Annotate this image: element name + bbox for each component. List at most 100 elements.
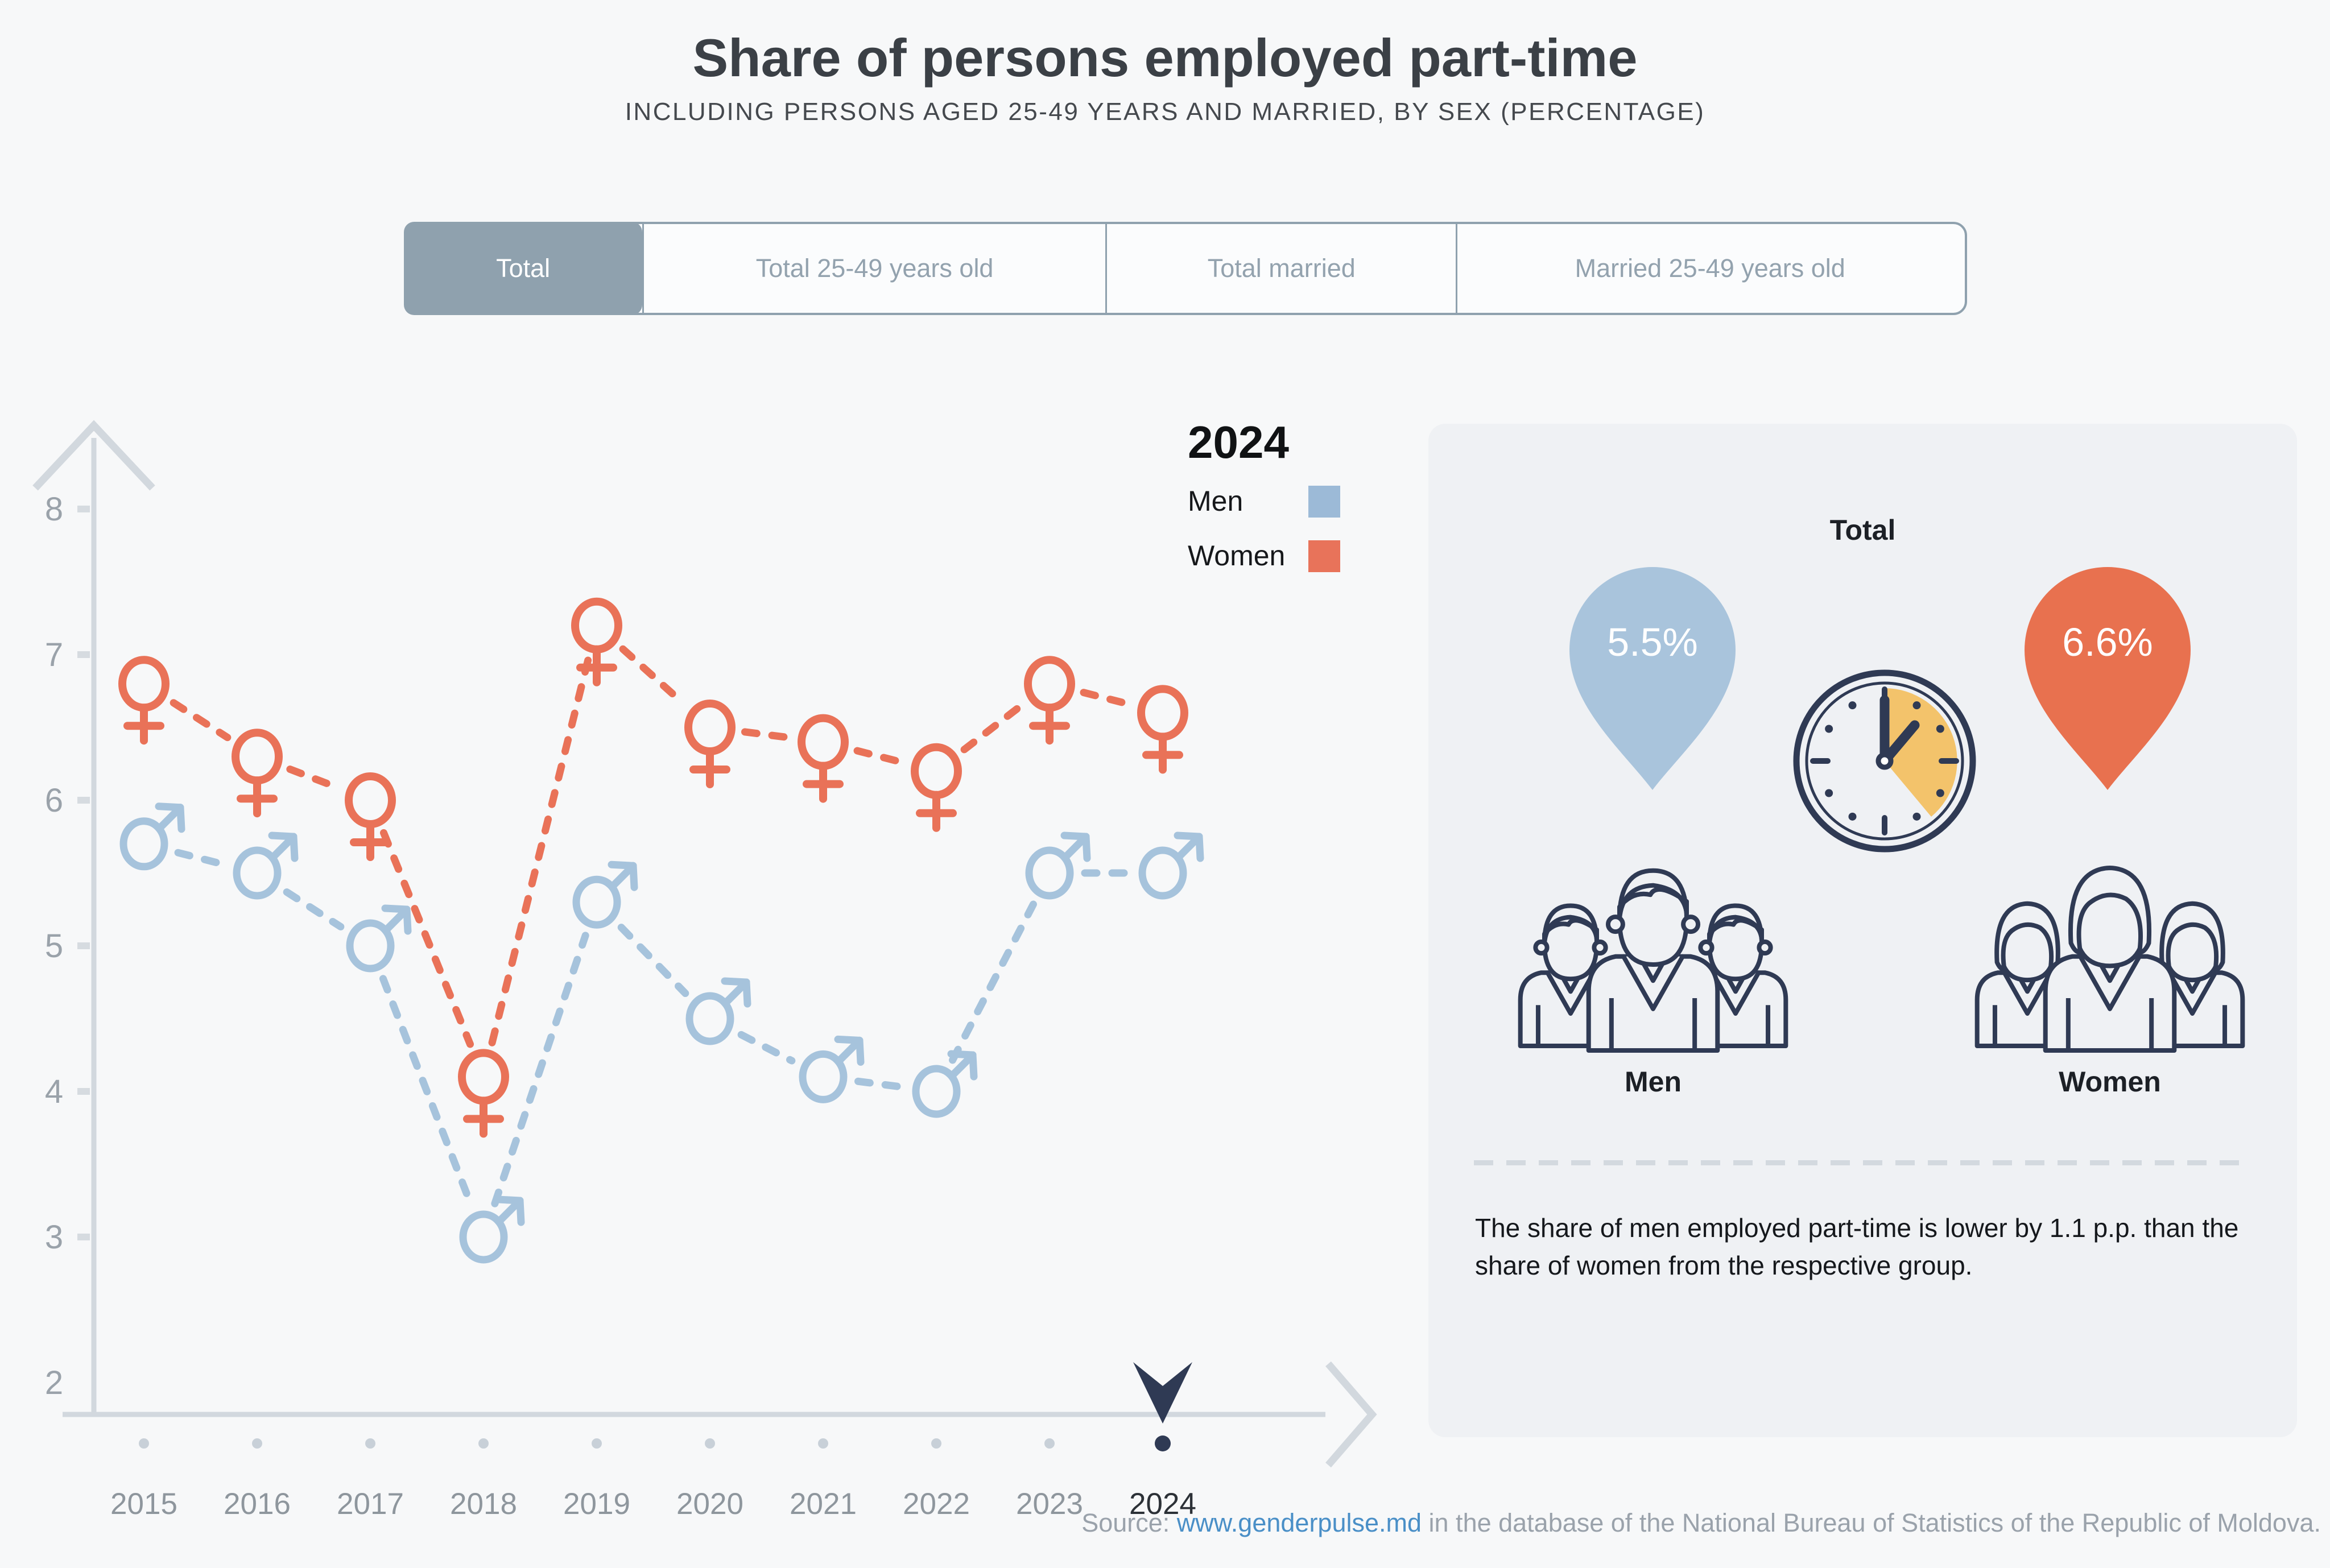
source-line: Source: www.genderpulse.md in the databa… bbox=[1081, 1508, 2321, 1538]
y-axis-tick bbox=[77, 1234, 90, 1240]
women-value-pin: 6.6% bbox=[2025, 567, 2191, 795]
panel-women-label: Women bbox=[2059, 1066, 2161, 1098]
men-color-swatch bbox=[1308, 486, 1340, 518]
year-label-2022[interactable]: 2022 bbox=[903, 1487, 970, 1521]
page-title: Share of persons employed part-time bbox=[692, 28, 1638, 88]
female-symbol-marker bbox=[1137, 685, 1188, 774]
female-symbol-marker bbox=[571, 597, 622, 686]
female-symbol-marker bbox=[232, 729, 283, 818]
legend-selected-year: 2024 bbox=[1188, 417, 1289, 467]
women-color-swatch bbox=[1308, 540, 1340, 572]
women-line-segment bbox=[619, 645, 688, 708]
tab-total-married[interactable]: Total married bbox=[1105, 224, 1456, 313]
year-label-2019[interactable]: 2019 bbox=[563, 1487, 630, 1521]
female-symbol-marker bbox=[458, 1049, 509, 1138]
tab-married-25-49[interactable]: Married 25-49 years old bbox=[1456, 224, 1963, 313]
pin-icon bbox=[1569, 567, 1736, 790]
female-symbol-marker bbox=[345, 772, 396, 861]
women-line-segment bbox=[170, 699, 232, 742]
year-label-2018[interactable]: 2018 bbox=[450, 1487, 517, 1521]
x-axis-dot bbox=[365, 1438, 375, 1449]
y-axis-label: 3 bbox=[45, 1219, 63, 1256]
panel-note: The share of men employed part-time is l… bbox=[1475, 1213, 2239, 1280]
y-axis-label: 8 bbox=[45, 491, 63, 528]
chart-legend: 2024 Men Women bbox=[1188, 416, 1415, 578]
x-axis-dot bbox=[139, 1438, 149, 1449]
year-label-2023[interactable]: 2023 bbox=[1016, 1487, 1083, 1521]
page-subtitle: INCLUDING PERSONS AGED 25-49 YEARS AND M… bbox=[625, 98, 1705, 126]
man-person-icon bbox=[1586, 868, 1720, 1053]
male-symbol-marker bbox=[459, 1195, 525, 1264]
men-line-segment bbox=[854, 1077, 906, 1091]
source-link[interactable]: www.genderpulse.md bbox=[1176, 1508, 1422, 1537]
y-axis-tick bbox=[77, 651, 90, 658]
female-symbol-marker bbox=[911, 743, 962, 832]
clock-icon bbox=[1793, 669, 1976, 853]
male-symbol-marker bbox=[799, 1035, 865, 1103]
male-symbol-marker bbox=[1025, 831, 1091, 900]
y-axis-label: 4 bbox=[45, 1073, 63, 1110]
male-symbol-marker bbox=[233, 831, 299, 900]
tab-total-25-49[interactable]: Total 25-49 years old bbox=[642, 224, 1105, 313]
female-symbol-marker bbox=[798, 714, 849, 803]
source-suffix: in the database of the National Bureau o… bbox=[1422, 1508, 2321, 1537]
panel-heading: Total bbox=[1829, 514, 1896, 546]
pin-icon bbox=[2025, 567, 2191, 790]
x-axis-dot bbox=[592, 1438, 602, 1449]
year-label-2015[interactable]: 2015 bbox=[110, 1487, 177, 1521]
legend-women-row: Women bbox=[1188, 533, 1415, 578]
legend-women-label: Women bbox=[1188, 540, 1286, 572]
y-axis-label: 2 bbox=[45, 1364, 63, 1401]
year-label-2024[interactable]: 2024 bbox=[1129, 1487, 1196, 1521]
x-axis-dot bbox=[478, 1438, 489, 1449]
men-line-segment bbox=[949, 900, 1037, 1064]
year-label-2017[interactable]: 2017 bbox=[337, 1487, 404, 1521]
year-label-2020[interactable]: 2020 bbox=[676, 1487, 743, 1521]
women-line-segment bbox=[853, 747, 906, 766]
women-line-segment bbox=[488, 656, 592, 1046]
men-line-segment bbox=[737, 1031, 796, 1065]
x-axis-dot bbox=[1155, 1435, 1171, 1451]
y-axis-tick bbox=[77, 506, 90, 512]
x-axis-dot bbox=[252, 1438, 262, 1449]
selected-year-pin-icon bbox=[1133, 1362, 1192, 1424]
x-axis-dot bbox=[818, 1438, 828, 1449]
source-prefix: Source: bbox=[1081, 1508, 1177, 1537]
women-line-segment bbox=[1080, 689, 1133, 708]
female-symbol-marker bbox=[1024, 656, 1075, 745]
y-axis-tick bbox=[77, 942, 90, 949]
male-symbol-marker bbox=[346, 904, 412, 973]
year-label-2016[interactable]: 2016 bbox=[224, 1487, 291, 1521]
y-axis-label: 7 bbox=[45, 636, 63, 673]
women-line-segment bbox=[379, 829, 474, 1048]
men-line-segment bbox=[491, 932, 589, 1207]
x-axis-dot bbox=[931, 1438, 941, 1449]
y-axis-label: 6 bbox=[45, 782, 63, 819]
tab-total[interactable]: Total bbox=[404, 222, 643, 315]
men-line-segment bbox=[379, 975, 475, 1208]
male-symbol-marker bbox=[1138, 831, 1204, 900]
legend-men-row: Men bbox=[1188, 479, 1415, 523]
y-axis-label: 5 bbox=[45, 928, 63, 965]
men-line-segment bbox=[283, 888, 345, 930]
y-axis-tick bbox=[77, 797, 90, 804]
female-symbol-marker bbox=[118, 656, 170, 745]
men-value: 5.5% bbox=[1607, 620, 1698, 664]
panel-men-label: Men bbox=[1625, 1066, 1682, 1098]
men-line-segment bbox=[174, 849, 227, 868]
women-line-segment bbox=[286, 766, 341, 792]
male-symbol-marker bbox=[685, 977, 751, 1045]
male-symbol-marker bbox=[572, 860, 638, 929]
y-axis-tick bbox=[77, 1088, 90, 1095]
year-label-2021[interactable]: 2021 bbox=[790, 1487, 857, 1521]
women-line-segment bbox=[960, 701, 1026, 754]
men-value-pin: 5.5% bbox=[1569, 567, 1736, 795]
men-line-segment bbox=[617, 924, 689, 998]
women-value: 6.6% bbox=[2062, 620, 2153, 664]
category-tabs: Total Total 25-49 years old Total marrie… bbox=[404, 222, 1967, 315]
male-symbol-marker bbox=[912, 1050, 978, 1118]
female-symbol-marker bbox=[684, 700, 736, 788]
men-figures-icon bbox=[1517, 846, 1790, 1056]
